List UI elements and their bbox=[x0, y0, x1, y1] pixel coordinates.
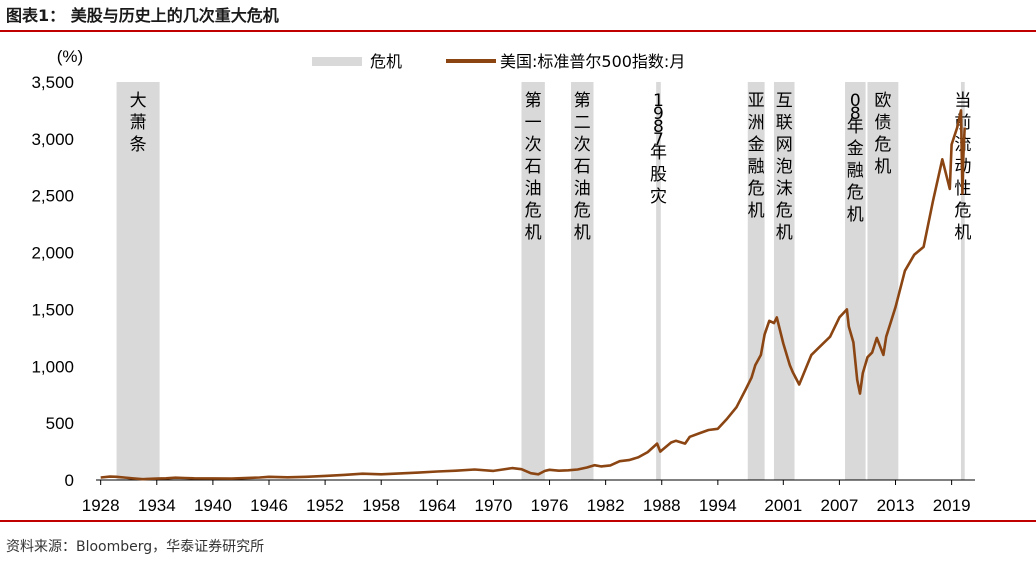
x-tick-label: 1934 bbox=[138, 496, 176, 515]
x-tick-label: 1970 bbox=[475, 496, 513, 515]
x-tick-label: 1958 bbox=[362, 496, 400, 515]
legend: 危机 美国:标准普尔500指数:月 bbox=[312, 52, 685, 71]
crisis-band bbox=[571, 82, 594, 480]
x-tick-label: 1928 bbox=[82, 496, 120, 515]
y-tick-label: 3,500 bbox=[31, 73, 74, 92]
y-tick-label: 2,500 bbox=[31, 187, 74, 206]
x-tick-label: 2007 bbox=[820, 496, 858, 515]
crisis-label: 欧债危机 bbox=[874, 91, 891, 177]
y-axis: 0 500 1,000 1,500 2,000 2,500 3,000 3,500 bbox=[31, 73, 74, 490]
y-tick-label: 0 bbox=[65, 471, 74, 490]
x-tick-label: 1964 bbox=[418, 496, 456, 515]
x-axis: 1928 1934 1940 1946 1952 1958 1964 1970 1976 1982… bbox=[82, 480, 971, 515]
crisis-label: 0 8 年金融危机 bbox=[847, 91, 864, 225]
crisis-band bbox=[867, 82, 899, 480]
x-tick-label: 2001 bbox=[764, 496, 802, 515]
y-tick-label: 1,000 bbox=[31, 357, 74, 376]
crisis-label: 大萧条 bbox=[130, 91, 147, 155]
crisis-label: 第一次石油危机 bbox=[525, 91, 542, 243]
x-tick-label: 2019 bbox=[933, 496, 971, 515]
crisis-band bbox=[747, 82, 765, 480]
x-tick-label: 2013 bbox=[877, 496, 915, 515]
legend-swatch-crisis bbox=[312, 57, 362, 66]
crisis-band bbox=[656, 82, 661, 480]
crisis-label: 互联网泡沫危机 bbox=[776, 91, 793, 243]
y-tick-label: 3,000 bbox=[31, 130, 74, 149]
x-tick-label: 1994 bbox=[699, 496, 737, 515]
crisis-label: 当前流动性危机 bbox=[954, 91, 971, 243]
legend-label-crisis: 危机 bbox=[370, 52, 402, 71]
crisis-label: 1 9 8 7 年股灾 bbox=[650, 91, 667, 207]
y-axis-label: (%) bbox=[57, 47, 83, 66]
series-line-sp500 bbox=[100, 109, 966, 481]
crisis-label: 亚洲金融危机 bbox=[748, 91, 765, 221]
crisis-band bbox=[773, 82, 795, 480]
crisis-bands bbox=[116, 82, 965, 480]
crisis-label: 第二次石油危机 bbox=[574, 91, 591, 243]
x-tick-label: 1946 bbox=[250, 496, 288, 515]
legend-label-sp500: 美国:标准普尔500指数:月 bbox=[500, 52, 685, 71]
x-tick-label: 1982 bbox=[587, 496, 625, 515]
crisis-band bbox=[960, 82, 965, 480]
source-note: 资料来源：Bloomberg，华泰证券研究所 bbox=[6, 539, 265, 555]
x-tick-label: 1988 bbox=[643, 496, 681, 515]
y-tick-label: 1,500 bbox=[31, 300, 74, 319]
bottom-rule bbox=[0, 520, 1036, 522]
y-tick-label: 2,000 bbox=[31, 244, 74, 263]
crisis-band bbox=[521, 82, 545, 480]
crisis-band bbox=[845, 82, 866, 480]
figure-title: 图表1： 美股与历史上的几次重大危机 bbox=[6, 6, 279, 25]
top-rule bbox=[0, 30, 1036, 32]
x-tick-label: 1952 bbox=[306, 496, 344, 515]
crisis-band bbox=[116, 82, 160, 480]
y-tick-label: 500 bbox=[46, 414, 74, 433]
x-tick-label: 1976 bbox=[531, 496, 569, 515]
x-tick-label: 1940 bbox=[194, 496, 232, 515]
